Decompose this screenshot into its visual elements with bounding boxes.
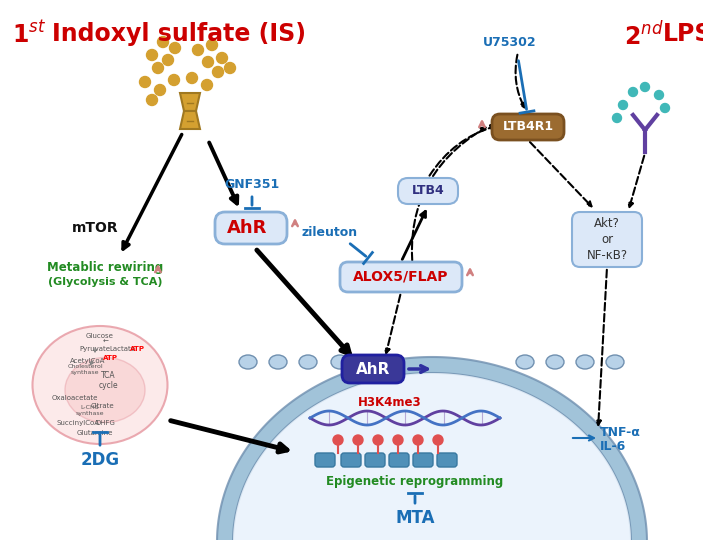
Text: zileuton: zileuton [302,226,358,239]
Text: Cholesterol
synthase: Cholesterol synthase [67,364,103,375]
Circle shape [333,435,343,445]
Text: TCA
cycle: TCA cycle [98,370,118,390]
FancyBboxPatch shape [315,453,335,467]
Circle shape [169,43,181,53]
Circle shape [353,435,363,445]
Circle shape [146,50,157,60]
Ellipse shape [269,355,287,369]
Text: Lactate: Lactate [109,346,135,352]
Text: L-CHS
synthase: L-CHS synthase [76,405,104,416]
Text: 2DG: 2DG [80,451,120,469]
Text: H3K4me3: H3K4me3 [359,396,422,409]
Circle shape [628,87,638,97]
Ellipse shape [299,355,317,369]
Circle shape [169,75,179,85]
Circle shape [186,72,198,84]
Text: ATP: ATP [130,346,145,352]
Circle shape [654,91,664,99]
FancyBboxPatch shape [492,114,564,140]
Text: Metablic rewiring: Metablic rewiring [47,261,163,274]
Text: 2$^{nd}$: 2$^{nd}$ [624,22,664,51]
Circle shape [139,77,150,87]
FancyBboxPatch shape [398,178,458,204]
Text: 1$^{st}$: 1$^{st}$ [12,22,46,49]
Text: Epigenetic reprogramming: Epigenetic reprogramming [326,476,503,489]
Text: ATP: ATP [103,355,118,361]
Text: MTA: MTA [395,509,434,527]
Text: ←: ← [103,339,109,345]
Text: AhR: AhR [356,361,390,376]
Text: ALOX5/FLAP: ALOX5/FLAP [353,270,449,284]
Text: U75302: U75302 [483,36,537,49]
Ellipse shape [65,357,145,422]
Text: Glutamine: Glutamine [77,430,113,436]
Circle shape [612,113,621,123]
Ellipse shape [32,326,167,444]
Circle shape [146,94,157,105]
Text: LPS: LPS [663,22,703,46]
Ellipse shape [576,355,594,369]
Text: DHFG: DHFG [95,420,115,426]
Circle shape [373,435,383,445]
FancyBboxPatch shape [342,355,404,383]
Polygon shape [180,93,200,111]
Circle shape [157,37,169,48]
FancyBboxPatch shape [365,453,385,467]
Text: Indoxyl sulfate (IS): Indoxyl sulfate (IS) [52,22,306,46]
FancyBboxPatch shape [413,453,433,467]
Ellipse shape [606,355,624,369]
Text: LTB4: LTB4 [412,185,444,198]
Circle shape [640,83,650,91]
Circle shape [155,84,165,96]
Circle shape [413,435,423,445]
FancyBboxPatch shape [341,453,361,467]
Circle shape [202,79,212,91]
Circle shape [217,52,228,64]
Text: Oxaloacetate: Oxaloacetate [52,395,98,401]
Text: Glucose: Glucose [86,333,114,339]
Circle shape [162,55,174,65]
Text: Citrate: Citrate [90,403,114,409]
Text: AhR: AhR [227,219,268,237]
Circle shape [202,57,214,68]
Ellipse shape [239,355,257,369]
Circle shape [224,63,236,73]
FancyBboxPatch shape [572,212,642,267]
Circle shape [193,44,203,56]
Circle shape [433,435,443,445]
Circle shape [153,63,164,73]
Text: (Glycolysis & TCA): (Glycolysis & TCA) [48,277,162,287]
Text: Pyruvate: Pyruvate [79,346,110,352]
Circle shape [393,435,403,445]
Text: TNF-α: TNF-α [600,426,641,438]
FancyBboxPatch shape [389,453,409,467]
Circle shape [661,104,669,112]
Ellipse shape [516,355,534,369]
Text: mTOR: mTOR [72,221,118,235]
Polygon shape [180,111,200,129]
Text: AcetylCoA: AcetylCoA [70,358,105,364]
Text: LTB4R1: LTB4R1 [503,120,553,133]
FancyBboxPatch shape [340,262,462,292]
Circle shape [619,100,628,110]
Ellipse shape [546,355,564,369]
Polygon shape [217,357,647,540]
Text: SuccinylCoA: SuccinylCoA [56,420,100,426]
Circle shape [212,66,224,78]
FancyBboxPatch shape [215,212,287,244]
Text: GNF351: GNF351 [224,179,280,192]
Ellipse shape [331,355,349,369]
Text: IL-6: IL-6 [600,441,626,454]
Polygon shape [233,373,631,540]
Text: Akt?
or
NF-κB?: Akt? or NF-κB? [586,217,628,262]
FancyBboxPatch shape [437,453,457,467]
Circle shape [207,39,217,51]
